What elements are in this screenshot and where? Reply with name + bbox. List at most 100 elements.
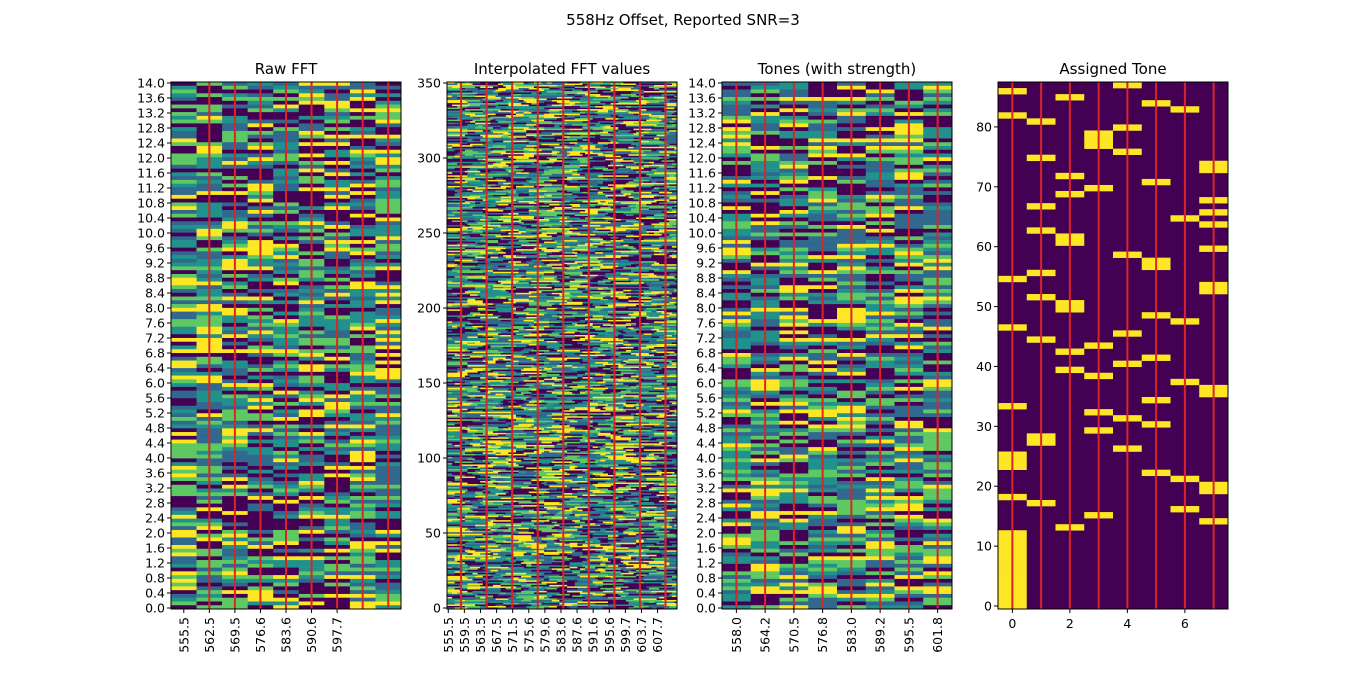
heatmap-cell xyxy=(628,196,634,199)
heatmap-cell xyxy=(528,351,545,354)
heatmap-cell xyxy=(577,219,593,221)
heatmap-cell xyxy=(554,297,570,300)
heatmap-cell xyxy=(638,130,645,132)
heatmap-cell xyxy=(516,184,524,187)
heatmap-cell xyxy=(551,151,560,154)
heatmap-cell xyxy=(651,191,660,194)
heatmap-cell xyxy=(470,104,481,107)
heatmap-cell xyxy=(487,199,501,202)
heatmap-cell xyxy=(495,307,512,310)
heatmap-cell xyxy=(457,158,478,161)
heatmap-cell xyxy=(505,107,524,110)
ytick-label: 13.6 xyxy=(137,91,165,106)
heatmap-cell xyxy=(464,354,486,357)
heatmap-cell xyxy=(608,319,619,322)
heatmap-cell xyxy=(671,124,678,126)
heatmap-cell xyxy=(464,237,486,239)
heatmap-cell xyxy=(641,211,662,214)
ytick-label: 12.4 xyxy=(137,136,165,151)
heatmap-cell xyxy=(671,235,678,238)
heatmap-cell xyxy=(577,178,596,181)
heatmap-cell xyxy=(618,283,639,286)
heatmap-cell xyxy=(513,200,519,203)
heatmap-cell xyxy=(674,331,678,334)
heatmap-cell xyxy=(582,125,601,128)
heatmap-cell xyxy=(523,115,537,117)
heatmap-cell xyxy=(633,255,642,257)
heatmap-cell xyxy=(564,360,583,363)
heatmap-cell xyxy=(493,157,509,160)
heatmap-cell xyxy=(487,276,499,279)
heatmap-cell xyxy=(505,163,527,166)
heatmap-cell xyxy=(536,176,550,179)
heatmap-cell xyxy=(549,109,565,111)
heatmap-cell xyxy=(597,110,609,113)
heatmap-cell xyxy=(613,307,629,310)
heatmap-cell xyxy=(510,253,519,256)
heatmap-cell xyxy=(505,206,527,209)
heatmap-cell xyxy=(638,86,650,89)
heatmap-cell xyxy=(618,330,624,333)
heatmap-cell xyxy=(498,324,512,327)
heatmap-cell xyxy=(613,330,619,333)
heatmap-cell xyxy=(590,255,606,257)
heatmap-cell xyxy=(567,357,581,360)
heatmap-cell xyxy=(495,161,501,164)
heatmap-cell xyxy=(669,291,678,294)
heatmap-cell xyxy=(475,366,489,369)
heatmap-cell xyxy=(526,252,547,254)
heatmap-cell xyxy=(579,203,588,206)
heatmap-cell xyxy=(480,229,501,232)
heatmap-cell xyxy=(447,169,468,172)
heatmap-cell xyxy=(447,267,455,270)
heatmap-cell xyxy=(577,228,588,230)
heatmap-cell xyxy=(628,146,634,149)
heatmap-cell xyxy=(618,274,629,277)
heatmap-cell xyxy=(628,307,647,310)
heatmap-cell xyxy=(671,136,678,139)
heatmap-cell xyxy=(528,241,545,244)
heatmap-cell xyxy=(587,160,596,163)
heatmap-cell xyxy=(664,154,670,157)
heatmap-cell xyxy=(671,265,678,268)
heatmap-cell xyxy=(447,173,468,176)
heatmap-cell xyxy=(577,244,593,247)
heatmap-cell xyxy=(641,131,650,134)
heatmap-cell xyxy=(462,365,468,367)
heatmap-cell xyxy=(572,306,591,309)
heatmap-cell xyxy=(567,315,588,318)
heatmap-cell xyxy=(171,477,197,482)
heatmap-cell xyxy=(508,104,530,107)
heatmap-cell xyxy=(447,240,468,242)
heatmap-cell xyxy=(620,238,634,241)
heatmap-cell xyxy=(597,280,611,283)
heatmap-cell xyxy=(523,112,532,114)
heatmap-cell xyxy=(171,593,197,598)
heatmap-cell xyxy=(523,325,532,328)
heatmap-cell xyxy=(480,282,496,285)
heatmap-cell xyxy=(631,267,652,270)
heatmap-cell xyxy=(623,288,639,291)
heatmap-cell xyxy=(510,86,517,89)
heatmap-cell xyxy=(475,202,481,205)
heatmap-cell xyxy=(615,244,624,247)
heatmap-cell xyxy=(498,241,509,244)
heatmap-cell xyxy=(656,235,668,238)
heatmap-cell xyxy=(633,179,650,182)
heatmap-cell xyxy=(613,351,632,354)
heatmap-cell xyxy=(631,368,642,370)
heatmap-cell xyxy=(482,325,501,328)
heatmap-cell xyxy=(503,237,517,239)
heatmap-cell xyxy=(467,256,476,259)
heatmap-cell xyxy=(549,318,558,321)
heatmap-cell xyxy=(554,343,568,346)
heatmap-cell xyxy=(464,273,486,276)
heatmap-cell xyxy=(669,220,678,223)
heatmap-cell xyxy=(610,357,616,360)
heatmap-cell xyxy=(549,219,560,221)
heatmap-cell xyxy=(659,121,670,123)
heatmap-cell xyxy=(470,92,478,95)
heatmap-cell xyxy=(625,232,642,235)
heatmap-cell xyxy=(651,176,665,179)
heatmap-cell xyxy=(659,238,678,241)
